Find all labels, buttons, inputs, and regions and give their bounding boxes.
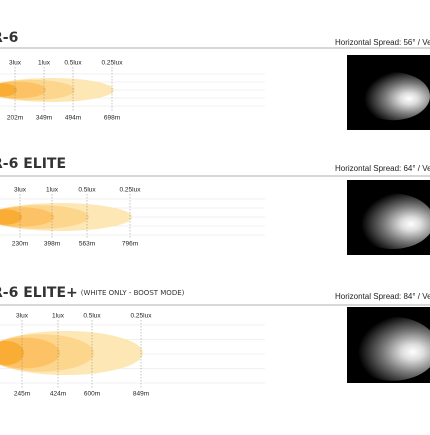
lux-label: 1lux — [38, 60, 51, 67]
distance-label: 698m — [104, 115, 120, 122]
distance-label: 245m — [14, 391, 30, 398]
lux-label: 3lux — [16, 313, 29, 320]
lux-label: 0.5lux — [78, 187, 96, 194]
lux-label: 0.5lux — [83, 313, 101, 320]
lux-label: 0.25lux — [102, 60, 124, 67]
distance-label: 849m — [133, 391, 149, 398]
distance-label: 349m — [36, 115, 52, 122]
distance-label: 202m — [7, 115, 23, 122]
beam-photo-glow — [347, 316, 430, 381]
lux-label: 0.5lux — [64, 60, 82, 67]
distance-label: 424m — [50, 391, 66, 398]
distance-label: 563m — [79, 241, 95, 248]
section-title: R-6 ELITE — [0, 156, 66, 172]
distance-label: 796m — [122, 241, 138, 248]
distance-label: 398m — [44, 241, 60, 248]
lux-label: 1lux — [46, 187, 59, 194]
section-title: R-6 — [0, 30, 18, 46]
lux-label: 0.25lux — [120, 187, 142, 194]
spread-text: Horizontal Spread: 64° / Vertic — [335, 164, 430, 173]
spread-text: Horizontal Spread: 56° / Vertic — [335, 38, 430, 47]
spread-text: Horizontal Spread: 84° / Vertic — [335, 292, 430, 301]
beam-zone — [0, 209, 22, 225]
lux-label: 1lux — [52, 313, 65, 320]
lux-label: 3lux — [9, 60, 22, 67]
beam-zone — [0, 83, 17, 97]
beam-photo-glow — [355, 72, 430, 121]
section-title: R-6 ELITE+ (WHITE ONLY - BOOST MODE) — [0, 285, 185, 301]
distance-label: 494m — [65, 115, 81, 122]
beam-zone — [0, 340, 24, 366]
distance-label: 600m — [84, 391, 100, 398]
lux-label: 0.25lux — [131, 313, 153, 320]
section-note: (WHITE ONLY - BOOST MODE) — [81, 289, 185, 297]
beam-photo-glow — [351, 193, 430, 249]
lux-label: 3lux — [14, 187, 27, 194]
distance-label: 230m — [12, 241, 28, 248]
